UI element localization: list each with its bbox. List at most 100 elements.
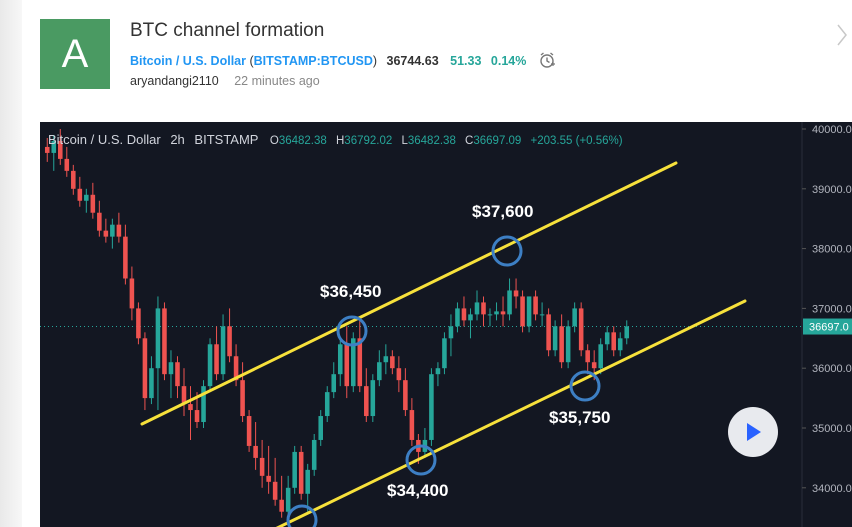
idea-title[interactable]: BTC channel formation	[130, 20, 325, 41]
annotation-circle[interactable]	[405, 444, 437, 476]
candle-body	[266, 475, 271, 482]
candle-body	[64, 158, 70, 171]
ohlc-open: 36482.38	[278, 135, 327, 147]
price-tick-label: 34000.0	[812, 483, 852, 495]
candle-body	[624, 326, 630, 339]
candle-body	[116, 224, 122, 237]
legend-exchange: BITSTAMP	[194, 132, 259, 147]
symbol-name-link[interactable]: Bitcoin / U.S. Dollar	[130, 53, 246, 68]
candle-body	[448, 326, 454, 339]
ohlc-close: 36697.09	[473, 135, 522, 147]
author-link[interactable]: aryandangi2110	[130, 74, 219, 88]
candle-body	[155, 308, 161, 369]
lower-channel-line[interactable]	[238, 299, 747, 527]
candle-body	[370, 380, 376, 417]
symbol-code-link[interactable]: BITSTAMP:BTCUSD	[253, 53, 373, 68]
candle-body	[533, 296, 538, 315]
ohlc-low-label: L	[401, 135, 408, 147]
candle-body	[513, 290, 519, 297]
published-time: 22 minutes ago	[234, 74, 320, 88]
candle-body	[409, 410, 415, 440]
candle-body	[500, 311, 506, 315]
candle-body	[403, 380, 408, 411]
candle-body	[240, 380, 245, 417]
candle-body	[57, 140, 63, 159]
ohlc-high-label: H	[335, 135, 345, 147]
price-tick-label: 38000.0	[812, 244, 852, 256]
annotation-label: $35,750	[549, 408, 610, 427]
legend-symbol: Bitcoin / U.S. Dollar	[48, 132, 161, 147]
chart-canvas[interactable]: $37,600 $36,450 $35,750 $34,400 40000.0 39000…	[40, 122, 852, 527]
alarm-clock-icon[interactable]	[538, 51, 556, 72]
candle-body	[292, 451, 297, 488]
chevron-right-icon[interactable]	[836, 22, 848, 55]
candle-body	[168, 362, 174, 375]
candle-body	[324, 392, 330, 417]
annotation-circle[interactable]	[286, 504, 318, 527]
candle-body	[474, 302, 480, 315]
candle-body	[233, 356, 239, 381]
candle-body	[311, 439, 317, 470]
candle-body	[455, 308, 460, 327]
candle-body	[123, 236, 128, 279]
play-button[interactable]	[728, 407, 778, 457]
candle-body	[377, 362, 382, 381]
symbol-change: 51.33	[450, 53, 482, 68]
candle-body	[188, 404, 193, 411]
candle-body	[468, 314, 473, 321]
candle-body	[461, 308, 467, 321]
candle-body	[44, 146, 50, 153]
symbol-paren-open: (	[249, 53, 254, 68]
left-gutter	[0, 0, 22, 527]
price-tick-label: 39000.0	[812, 184, 852, 196]
candle-body	[84, 194, 89, 201]
candle-body	[604, 332, 610, 345]
annotation-label: $36,450	[320, 282, 381, 301]
candle-body	[142, 338, 148, 399]
upper-channel-line[interactable]	[140, 161, 678, 426]
candle-body	[435, 368, 441, 375]
candle-body	[253, 445, 258, 458]
annotation-circle[interactable]	[569, 370, 601, 402]
candle-body	[220, 326, 226, 375]
chart-legend: Bitcoin / U.S. Dollar 2h BITSTAMP O36482…	[48, 132, 629, 147]
annotation-circle[interactable]	[336, 315, 368, 347]
candle-body	[129, 278, 135, 309]
annotation-label: $37,600	[472, 202, 533, 221]
legend-interval: 2h	[170, 132, 185, 147]
candle-body	[364, 386, 369, 417]
annotation-circle[interactable]	[491, 235, 523, 267]
author-avatar[interactable]: A	[40, 19, 110, 89]
symbol-row: Bitcoin / U.S. Dollar (BITSTAMP:BTCUSD) …	[130, 51, 556, 72]
candle-body	[344, 344, 350, 387]
candle-body	[383, 356, 389, 363]
candle-body	[507, 290, 512, 315]
candle-body	[71, 170, 76, 189]
candle-body	[611, 332, 617, 351]
price-tick-label: 36000.0	[812, 363, 852, 375]
candle-body	[481, 302, 486, 315]
candle-body	[201, 386, 206, 423]
candle-body	[396, 368, 402, 381]
candle-body	[578, 308, 584, 351]
candle-body	[103, 230, 109, 237]
candle-body	[429, 374, 434, 440]
candle-body	[337, 344, 343, 375]
chart-area[interactable]: $37,600 $36,450 $35,750 $34,400 40000.0 39000…	[40, 122, 852, 527]
candle-body	[305, 469, 310, 494]
candle-body	[149, 368, 154, 399]
price-tick-label: 37000.0	[812, 303, 852, 315]
candle-body	[357, 338, 363, 387]
candle-body	[559, 326, 564, 363]
candle-body	[617, 338, 623, 351]
candle-body	[565, 326, 571, 363]
candle-body	[162, 308, 167, 375]
price-tick-label: 35000.0	[812, 423, 852, 435]
author-row: aryandangi2110 22 minutes ago	[130, 74, 320, 88]
legend-ohlc: O36482.38 H36792.02 L36482.38 C36697.09 …	[270, 135, 629, 147]
symbol-paren-close: )	[372, 53, 378, 68]
candle-body	[110, 224, 115, 237]
candle-body	[194, 410, 200, 423]
current-price-tag	[803, 318, 852, 335]
